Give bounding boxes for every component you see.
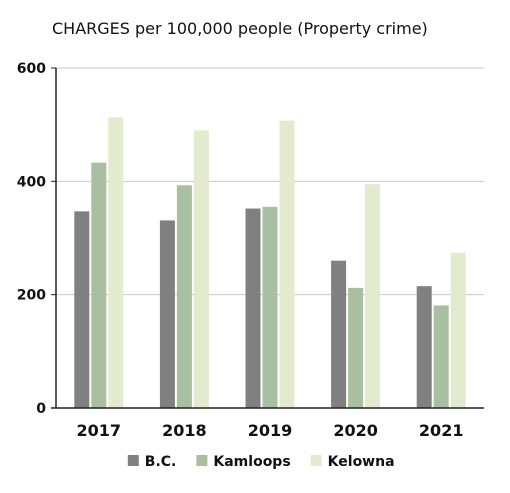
- bar-kelowna-2019: [279, 120, 295, 408]
- bar-kelowna-2021: [450, 252, 466, 408]
- bar-kamloops-2018: [176, 185, 192, 408]
- y-tick-label: 0: [36, 401, 46, 417]
- x-tick-label: 2021: [419, 421, 464, 440]
- y-tick-label: 200: [17, 288, 46, 304]
- bar-kelowna-2020: [365, 184, 381, 408]
- bar-kelowna-2017: [108, 117, 124, 409]
- legend-label-bc: B.C.: [145, 454, 177, 470]
- bar-bc-2017: [74, 211, 90, 408]
- x-tick-label: 2018: [162, 421, 207, 440]
- bar-kamloops-2021: [433, 305, 449, 408]
- bar-kamloops-2017: [91, 162, 107, 408]
- legend: B.C. Kamloops Kelowna: [127, 454, 395, 470]
- legend-swatch-kamloops: [196, 455, 208, 466]
- y-tick-label: 600: [17, 61, 46, 77]
- y-tick-label: 400: [17, 174, 46, 190]
- chart-title: CHARGES per 100,000 people (Property cri…: [52, 19, 428, 38]
- bar-bc-2021: [416, 286, 432, 408]
- legend-label-kelowna: Kelowna: [328, 454, 395, 470]
- x-tick-label: 2017: [77, 421, 122, 440]
- legend-swatch-bc: [127, 455, 139, 466]
- bar-kamloops-2020: [348, 287, 364, 408]
- axis-labels: 0 200 400 600 2017 2018 2019 2020 2021: [17, 61, 464, 440]
- bars: [74, 117, 466, 409]
- bar-kelowna-2018: [193, 130, 209, 409]
- axes: [51, 67, 484, 409]
- legend-swatch-kelowna: [310, 455, 322, 466]
- bar-bc-2018: [159, 220, 175, 408]
- bar-bc-2020: [331, 260, 347, 408]
- bar-kamloops-2019: [262, 206, 278, 408]
- legend-label-kamloops: Kamloops: [213, 454, 290, 470]
- x-tick-label: 2020: [333, 421, 378, 440]
- x-tick-label: 2019: [248, 421, 293, 440]
- bar-bc-2019: [245, 208, 261, 408]
